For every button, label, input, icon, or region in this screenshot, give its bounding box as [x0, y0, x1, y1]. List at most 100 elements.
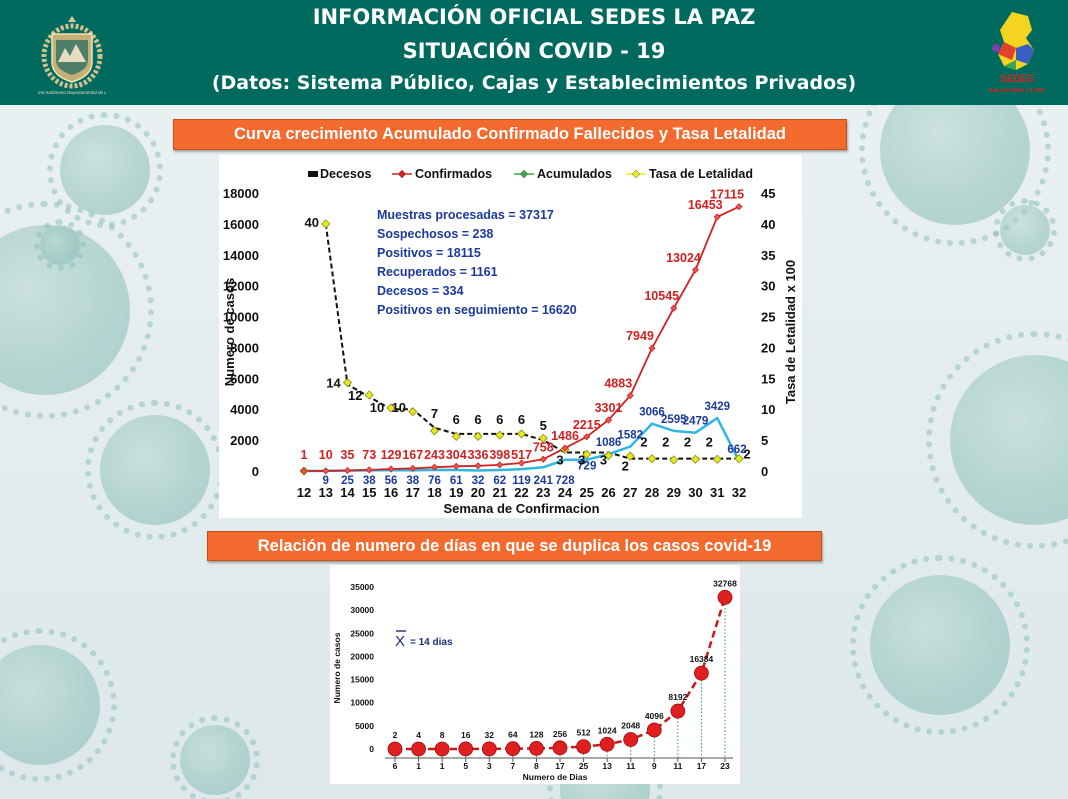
letalidad-point — [429, 426, 440, 436]
x-tick-label: 27 — [623, 485, 637, 500]
acumulados-data-label: 61 — [450, 475, 463, 487]
confirmados-data-label: 10 — [319, 448, 333, 462]
doubling-data-label: 4 — [416, 730, 421, 740]
logo-left-caption: Gobierno Autónomo Departamental de La Pa… — [38, 90, 106, 95]
letalidad-point — [712, 454, 722, 464]
doubling-data-label: 2 — [393, 730, 398, 740]
virus-decoration — [0, 628, 117, 782]
y-tick-label: 25000 — [350, 628, 374, 638]
x-axis-label: Semana de Confirmacion — [443, 501, 599, 516]
decesos-data-label: 2 — [743, 447, 750, 462]
decesos-data-label: 10 — [370, 400, 384, 415]
acumulados-data-label: 3066 — [639, 407, 665, 419]
confirmados-point — [561, 444, 569, 452]
x-tick-label: 17 — [406, 485, 420, 500]
doubling-line — [394, 596, 727, 751]
y-tick-label: 6000 — [230, 371, 259, 386]
x-axis-label: Numero de Dias — [523, 772, 588, 782]
y-right-tick-label: 10 — [761, 402, 775, 417]
doubling-point — [387, 741, 403, 757]
acumulados-data-label: 76 — [428, 475, 441, 487]
legend-label: Acumulados — [537, 167, 612, 181]
doubling-data-label: 512 — [576, 728, 590, 738]
x-tick-label: 18 — [427, 485, 441, 500]
confirmados-point — [670, 304, 678, 312]
decesos-data-label: 3 — [600, 452, 607, 467]
decesos-data-label: 14 — [326, 376, 341, 391]
y-axis-label: Numero de casos — [332, 632, 342, 703]
y-right-axis-label: Tasa de Letalidad x 100 — [783, 260, 798, 404]
y-right-tick-label: 5 — [761, 433, 768, 448]
confirmados-point — [496, 461, 504, 469]
acumulados-data-label: 56 — [385, 475, 398, 487]
doubling-data-label: 16 — [461, 730, 471, 740]
y-right-tick-label: 25 — [761, 310, 775, 325]
confirmados-point — [539, 455, 547, 463]
chart2-banner: Relación de numero de días en que se dup… — [207, 531, 822, 561]
doubling-point — [694, 665, 709, 681]
doubling-data-label: 128 — [529, 729, 543, 739]
doubling-data-label: 4096 — [645, 711, 664, 721]
x-tick-label: 23 — [720, 761, 730, 771]
acumulados-data-label: 1582 — [617, 430, 643, 442]
letalidad-point — [690, 454, 701, 464]
acumulados-data-label: 9 — [323, 475, 329, 487]
letalidad-point — [582, 449, 592, 459]
virus-decoration — [926, 331, 1068, 549]
x-tick-label: 17 — [697, 761, 707, 771]
y-tick-label: 35000 — [350, 582, 374, 592]
decesos-data-label: 12 — [348, 388, 362, 403]
legend-label: Tasa de Letalidad — [649, 167, 753, 181]
header-subtitle: SITUACIÓN COVID - 19 — [402, 39, 666, 63]
doubling-point — [529, 741, 544, 756]
virus-decoration — [170, 715, 260, 799]
doubling-point — [623, 732, 639, 747]
doubling-point — [481, 741, 497, 757]
confirmados-data-label: 758 — [533, 440, 554, 454]
decesos-data-label: 3 — [578, 452, 585, 467]
doubling-point — [458, 741, 474, 757]
confirmados-point — [626, 392, 634, 400]
letalidad-point — [603, 450, 614, 461]
x-tick-label: 15 — [362, 485, 376, 500]
x-tick-label: 28 — [645, 485, 659, 500]
x-tick-label: 30 — [688, 485, 702, 500]
x-tick-label: 23 — [536, 485, 550, 500]
doubling-data-label: 256 — [553, 729, 567, 739]
y-right-tick-label: 20 — [761, 340, 775, 355]
letalidad-point — [364, 390, 374, 400]
y-tick-label: 15000 — [350, 675, 374, 685]
y-tick-label: 10000 — [223, 310, 259, 325]
acumulados-data-label: 662 — [727, 444, 746, 456]
x-tick-label: 16 — [384, 485, 398, 500]
doubling-data-label: 64 — [508, 730, 518, 740]
decesos-data-label: 2 — [706, 435, 713, 450]
confirmados-point — [322, 467, 330, 475]
decesos-data-label: 6 — [453, 412, 460, 427]
x-tick-label: 21 — [493, 485, 507, 500]
virus-decoration — [850, 555, 1030, 735]
header-bar: Gobierno Autónomo Departamental de La Pa… — [0, 0, 1068, 105]
doubling-data-label: 2048 — [621, 721, 640, 731]
info-annotation: Positivos en seguimiento = 16620 — [377, 303, 577, 317]
x-tick-label: 7 — [510, 761, 515, 771]
doubling-data-label: 8 — [440, 730, 445, 740]
y-tick-label: 10000 — [350, 698, 374, 708]
decesos-data-label: 2 — [640, 435, 647, 450]
virus-decoration — [993, 198, 1057, 262]
acumulados-data-label: 241 — [534, 475, 554, 487]
y-right-tick-label: 45 — [761, 186, 775, 201]
x-tick-label: 14 — [340, 485, 355, 500]
decesos-data-label: 3 — [556, 452, 563, 467]
virus-decoration — [859, 105, 1051, 246]
decesos-data-label: 6 — [474, 412, 481, 427]
confirmados-point — [713, 213, 721, 221]
info-annotation: Recuperados = 1161 — [377, 265, 498, 279]
letalidad-point — [451, 431, 461, 441]
confirmados-data-label: 13024 — [666, 251, 701, 265]
doubling-point — [599, 736, 615, 752]
info-annotation: Positivos = 18115 — [377, 246, 481, 260]
info-annotation: Decesos = 334 — [377, 284, 464, 298]
doubling-data-label: 16384 — [690, 654, 714, 664]
confirmados-data-label: 10545 — [644, 289, 679, 303]
